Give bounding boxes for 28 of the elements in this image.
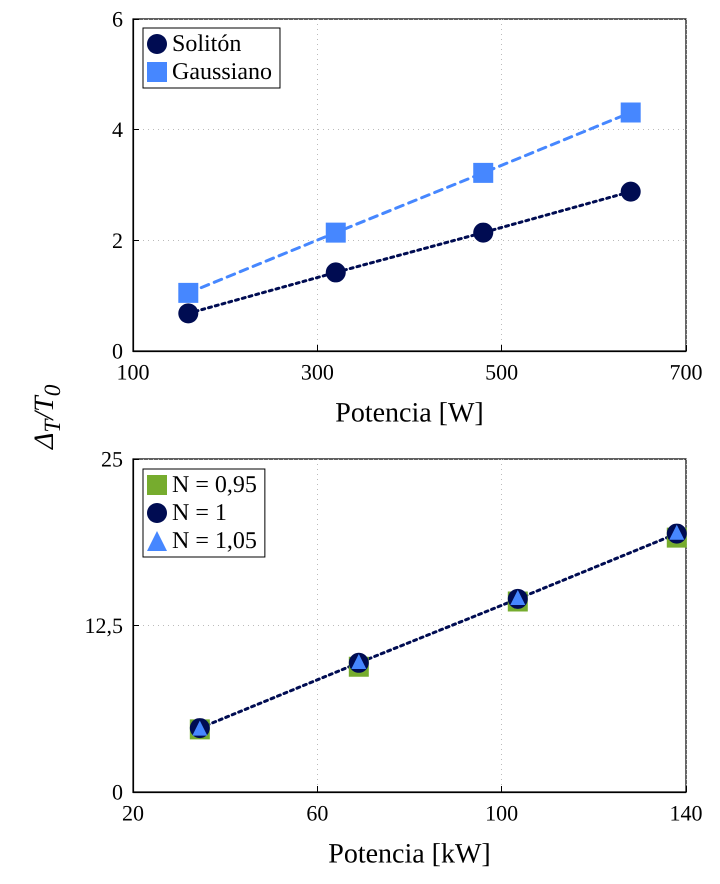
x-tick-label: 300: [300, 360, 334, 384]
x-tick-label: 20: [122, 800, 144, 826]
x-tick-label: 500: [485, 360, 518, 384]
x-tick-label: 100: [485, 800, 518, 826]
legend-label: Solitón: [172, 31, 242, 57]
x-tick-label: 60: [306, 800, 328, 826]
legend-label: N = 0,95: [172, 472, 257, 498]
y-tick-label: 4: [112, 117, 123, 142]
x-axis-title: Potencia [W]: [335, 398, 484, 428]
x-tick-label: 700: [670, 360, 702, 384]
point: [473, 222, 494, 243]
legend-label: Gaussiano: [172, 59, 272, 85]
point: [178, 282, 198, 303]
legend-label: N = 1,05: [172, 528, 257, 554]
point: [178, 303, 198, 324]
point: [620, 102, 641, 123]
x-axis-title: Potencia [kW]: [328, 838, 491, 870]
point: [326, 222, 346, 243]
point: [473, 162, 494, 183]
y-tick-label: 0: [112, 780, 123, 804]
point: [326, 262, 346, 282]
legend-label: N = 1: [172, 500, 227, 526]
y-tick-label: 6: [112, 6, 123, 32]
x-tick-label: 140: [670, 800, 702, 826]
y-tick-label: 2: [112, 228, 123, 253]
y-tick-label: 12,5: [84, 613, 123, 638]
y-tick-label: 25: [101, 446, 123, 472]
point: [620, 182, 641, 202]
